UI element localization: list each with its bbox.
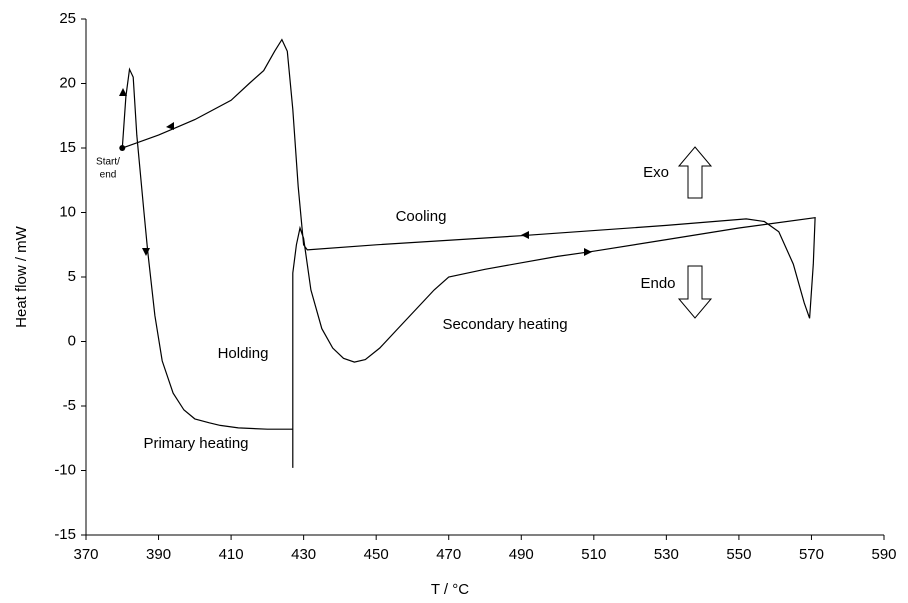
annotation: Secondary heating xyxy=(442,316,567,333)
annotation: Endo xyxy=(640,275,675,292)
x-tick-label: 490 xyxy=(509,546,534,563)
annotation: Primary heating xyxy=(143,435,248,452)
x-tick-label: 550 xyxy=(726,546,751,563)
y-tick-label: 20 xyxy=(59,74,76,91)
annotation: Exo xyxy=(643,164,669,181)
y-tick-label: 15 xyxy=(59,139,76,156)
y-tick-label: -5 xyxy=(63,397,76,414)
x-tick-label: 370 xyxy=(73,546,98,563)
annotation: end xyxy=(100,170,117,181)
x-tick-label: 410 xyxy=(219,546,244,563)
x-tick-label: 390 xyxy=(146,546,171,563)
x-tick-label: 590 xyxy=(871,546,896,563)
annotation: Cooling xyxy=(396,208,447,225)
x-tick-label: 530 xyxy=(654,546,679,563)
x-tick-label: 570 xyxy=(799,546,824,563)
x-tick-label: 430 xyxy=(291,546,316,563)
y-axis-label: Heat flow / mW xyxy=(13,225,30,328)
x-tick-label: 450 xyxy=(364,546,389,563)
x-tick-label: 510 xyxy=(581,546,606,563)
direction-arrows xyxy=(119,88,592,256)
start-point xyxy=(119,145,126,151)
y-tick-label: -10 xyxy=(54,461,76,478)
arrow-head xyxy=(166,122,174,130)
x-axis-label: T / °C xyxy=(431,581,469,598)
annotation: Start/ xyxy=(96,157,120,168)
y-tick-label: 5 xyxy=(68,268,76,285)
arrow-head xyxy=(119,88,127,96)
curve xyxy=(121,38,816,468)
arrow-head xyxy=(142,248,150,256)
y-tick-label: 25 xyxy=(59,10,76,27)
annotation: Holding xyxy=(218,345,269,362)
y-tick-label: 10 xyxy=(59,203,76,220)
y-tick-label: 0 xyxy=(68,332,76,349)
exo-arrow xyxy=(677,146,713,199)
endo-arrow xyxy=(677,265,713,319)
y-tick-label: -15 xyxy=(54,526,76,543)
x-tick-label: 470 xyxy=(436,546,461,563)
